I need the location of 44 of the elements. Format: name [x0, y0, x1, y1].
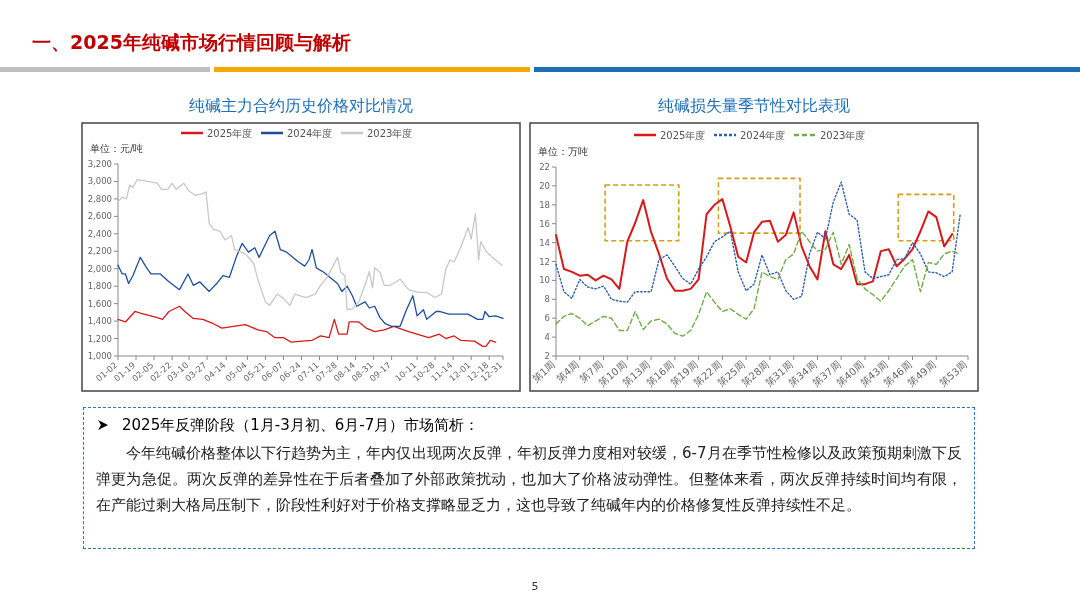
legend-label: 2024年度: [740, 130, 786, 141]
legend-label: 2025年度: [207, 128, 253, 139]
text: 5: [530, 580, 540, 593]
chart-title: 纯碱损失量季节性对比表现: [658, 96, 850, 115]
y-tick-label: 1,000: [87, 351, 112, 361]
y-tick-label: 18: [539, 199, 550, 210]
text: 2025年反弹阶段（1月-3月初、6月-7月）市场简析：: [122, 415, 480, 435]
y-tick-label: 1,200: [87, 333, 112, 344]
text: 今年纯碱价格整体以下行趋势为主，年内仅出现两次反弹，年初反弹力度相对较缓，6-7月在季节性检修以及政策预期刺激下反弹更为急促。两次反弹的差异性在于后者叠加了外部政策扰动，也加大了价格波动弹性。但整体来看，两次反弹持续时间均有限，在产能过剩大格局压制下，阶段性利好对于价格支撑略显乏力，这也导致了纯碱年内的价格修复性反弹持续性不足。: [96, 443, 962, 516]
y-tick-label: 20: [539, 180, 550, 191]
y-axis-title: 单位：元/吨: [90, 143, 144, 154]
y-tick-label: 3,200: [87, 159, 112, 169]
y-tick-label: 12: [539, 256, 550, 267]
y-tick-label: 2,600: [87, 211, 112, 222]
y-tick-label: 2,400: [87, 228, 112, 239]
y-tick-label: 6: [544, 313, 550, 324]
y-tick-label: 14: [539, 237, 550, 248]
line-series: [117, 305, 497, 348]
y-tick-label: 1,600: [87, 298, 112, 309]
y-axis-title: 单位：万吨: [538, 146, 588, 157]
y-tick-label: 22: [539, 162, 550, 172]
y-tick-label: 2,200: [87, 246, 112, 257]
line-series: [555, 181, 961, 303]
legend-label: 2023年度: [367, 128, 413, 139]
y-tick-label: 2,000: [87, 263, 112, 274]
chart-title: 纯碱主力合约历史价格对比情况: [189, 96, 413, 115]
y-tick-label: 2,800: [87, 193, 112, 204]
y-tick-label: 3,000: [87, 176, 112, 187]
text: 一、2025年纯碱市场行情回顾与解析: [32, 30, 351, 55]
legend-label: 2025年度: [660, 130, 706, 141]
y-tick-label: 10: [539, 275, 550, 286]
line-series: [555, 230, 961, 337]
legend-label: 2023年度: [820, 130, 866, 141]
line-series: [555, 198, 954, 292]
y-tick-label: 2: [544, 351, 550, 361]
y-tick-label: 4: [544, 332, 550, 343]
y-tick-label: 16: [539, 218, 550, 229]
y-tick-label: 1,400: [87, 316, 112, 327]
x-tick-label: 第53周: [937, 359, 970, 389]
legend-label: 2024年度: [287, 128, 333, 139]
y-tick-label: 8: [544, 294, 550, 305]
line-series: [117, 179, 503, 311]
line-series: [117, 230, 504, 327]
y-tick-label: 1,800: [87, 281, 112, 292]
